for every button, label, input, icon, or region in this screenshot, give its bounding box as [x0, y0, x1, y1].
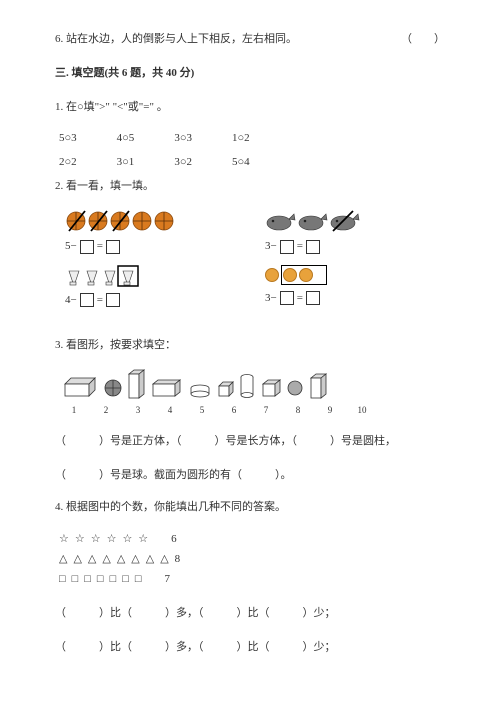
eq-3b: 3−= — [265, 289, 405, 309]
q4-line2: （ ）比（ ）多，（ ）比（ ）少； — [55, 636, 445, 658]
q4-text: 根据图中的个数，你能填出几种不同的答案。 — [66, 501, 286, 513]
eq-pre: 3− — [265, 289, 277, 309]
sqs-row: □□□□□□□ 7 — [59, 570, 445, 590]
q2-right: 3−= 3−= — [265, 209, 405, 319]
cmp: 2○2 — [59, 153, 77, 173]
cmp: 1○2 — [232, 129, 250, 149]
eq-5: 5−= — [65, 237, 205, 257]
eq-pre: 5− — [65, 237, 77, 257]
n: 1 — [63, 402, 85, 418]
oranges-row — [265, 265, 405, 285]
q1-row1: 5○3 4○5 3○3 1○2 — [59, 129, 445, 149]
eq-pre: 3− — [265, 237, 277, 257]
q2-left: 5−= 4−= — [65, 209, 205, 319]
n: 7 — [255, 402, 277, 418]
q6-paren: （ ） — [401, 30, 445, 50]
q-previous-6: 6. 站在水边，人的倒影与人上下相反，左右相同。 （ ） — [55, 30, 445, 50]
q2-figures: 5−= 4−= — [65, 209, 445, 319]
blank-box[interactable] — [106, 240, 120, 254]
q3-2: 2. 看一看，填一填。 — [55, 177, 445, 197]
n: 10 — [351, 402, 373, 418]
q3-line2: （ ）号是球。截面为圆形的有（ ）。 — [55, 464, 445, 486]
n: 2 — [95, 402, 117, 418]
section3-title: 三. 填空题(共 6 题，共 40 分) — [55, 64, 445, 84]
badminton-icons — [65, 265, 175, 287]
q6-num: 6. — [55, 33, 63, 45]
orange-icon — [283, 268, 297, 282]
basketball-icons — [65, 209, 175, 233]
blank-box[interactable] — [80, 240, 94, 254]
whales-row — [265, 209, 405, 233]
q3-3: 3. 看图形，按要求填空： — [55, 336, 445, 356]
q3-line1: （ ）号是正方体，（ ）号是长方体，（ ）号是圆柱， — [55, 430, 445, 452]
n: 9 — [319, 402, 341, 418]
orange-icon — [265, 268, 279, 282]
blank-box[interactable] — [280, 291, 294, 305]
eq-pre: 4− — [65, 291, 77, 311]
cmp: 3○1 — [117, 153, 135, 173]
n: 8 — [287, 402, 309, 418]
q2-text: 看一看，填一填。 — [66, 180, 154, 192]
cmp: 4○5 — [117, 129, 135, 149]
cmp: 3○2 — [174, 153, 192, 173]
n: 3 — [127, 402, 149, 418]
stars-row: ☆☆☆☆☆☆ 6 — [59, 530, 445, 550]
whale-icons — [265, 209, 365, 233]
n: 5 — [191, 402, 213, 418]
eq-3a: 3−= — [265, 237, 405, 257]
blank-box[interactable] — [306, 240, 320, 254]
blank-box[interactable] — [306, 291, 320, 305]
n: 4 — [159, 402, 181, 418]
q2-num: 2. — [55, 180, 63, 192]
q3-num: 3. — [55, 339, 63, 351]
shape-numbers: 123456789 10 — [63, 402, 445, 418]
blank-box[interactable] — [106, 293, 120, 307]
q4-num: 4. — [55, 501, 63, 513]
q3-1: 1. 在○填">" "<"或"=" 。 — [55, 98, 445, 118]
cmp: 5○4 — [232, 153, 250, 173]
q1-num: 1. — [55, 101, 63, 113]
n: 6 — [223, 402, 245, 418]
shapes-svg — [63, 368, 403, 400]
q1-text: 在○填">" "<"或"=" 。 — [66, 101, 168, 113]
eq-4: 4−= — [65, 291, 205, 311]
q3-text: 看图形，按要求填空： — [66, 339, 176, 351]
q6-text: 站在水边，人的倒影与人上下相反，左右相同。 — [66, 33, 297, 45]
q3-4: 4. 根据图中的个数，你能填出几种不同的答案。 — [55, 498, 445, 518]
badminton-row — [65, 265, 205, 287]
q1-row2: 2○2 3○1 3○2 5○4 — [59, 153, 445, 173]
q4-line1: （ ）比（ ）多，（ ）比（ ）少； — [55, 602, 445, 624]
basketballs-row — [65, 209, 205, 233]
cmp: 3○3 — [174, 129, 192, 149]
shapes-row — [63, 368, 445, 400]
orange-icon — [299, 268, 313, 282]
cmp: 5○3 — [59, 129, 77, 149]
blank-box[interactable] — [280, 240, 294, 254]
outline-box — [281, 265, 327, 285]
tris-row: △△△△△△△△8 — [59, 550, 445, 570]
blank-box[interactable] — [80, 293, 94, 307]
